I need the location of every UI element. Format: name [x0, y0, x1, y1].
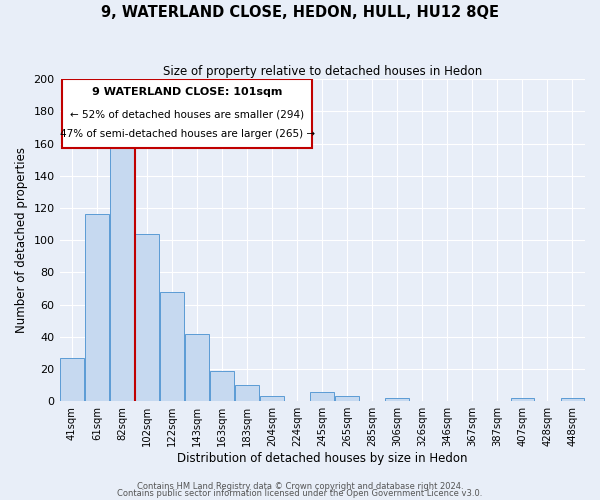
- Text: Contains public sector information licensed under the Open Government Licence v3: Contains public sector information licen…: [118, 489, 482, 498]
- Text: Contains HM Land Registry data © Crown copyright and database right 2024.: Contains HM Land Registry data © Crown c…: [137, 482, 463, 491]
- Y-axis label: Number of detached properties: Number of detached properties: [15, 147, 28, 333]
- Polygon shape: [62, 79, 312, 148]
- Bar: [60, 358, 84, 401]
- Bar: [511, 398, 535, 401]
- Bar: [160, 292, 184, 401]
- Bar: [310, 392, 334, 401]
- Text: ← 52% of detached houses are smaller (294): ← 52% of detached houses are smaller (29…: [70, 110, 304, 120]
- Bar: [210, 370, 234, 401]
- Text: 9 WATERLAND CLOSE: 101sqm: 9 WATERLAND CLOSE: 101sqm: [92, 87, 283, 97]
- Bar: [335, 396, 359, 401]
- Text: 47% of semi-detached houses are larger (265) →: 47% of semi-detached houses are larger (…: [59, 129, 315, 139]
- Bar: [260, 396, 284, 401]
- Bar: [560, 398, 584, 401]
- Bar: [185, 334, 209, 401]
- Bar: [85, 214, 109, 401]
- X-axis label: Distribution of detached houses by size in Hedon: Distribution of detached houses by size …: [177, 452, 467, 465]
- Bar: [235, 385, 259, 401]
- Bar: [110, 137, 134, 401]
- Title: Size of property relative to detached houses in Hedon: Size of property relative to detached ho…: [163, 65, 482, 78]
- Bar: [135, 234, 159, 401]
- Bar: [385, 398, 409, 401]
- Text: 9, WATERLAND CLOSE, HEDON, HULL, HU12 8QE: 9, WATERLAND CLOSE, HEDON, HULL, HU12 8Q…: [101, 5, 499, 20]
